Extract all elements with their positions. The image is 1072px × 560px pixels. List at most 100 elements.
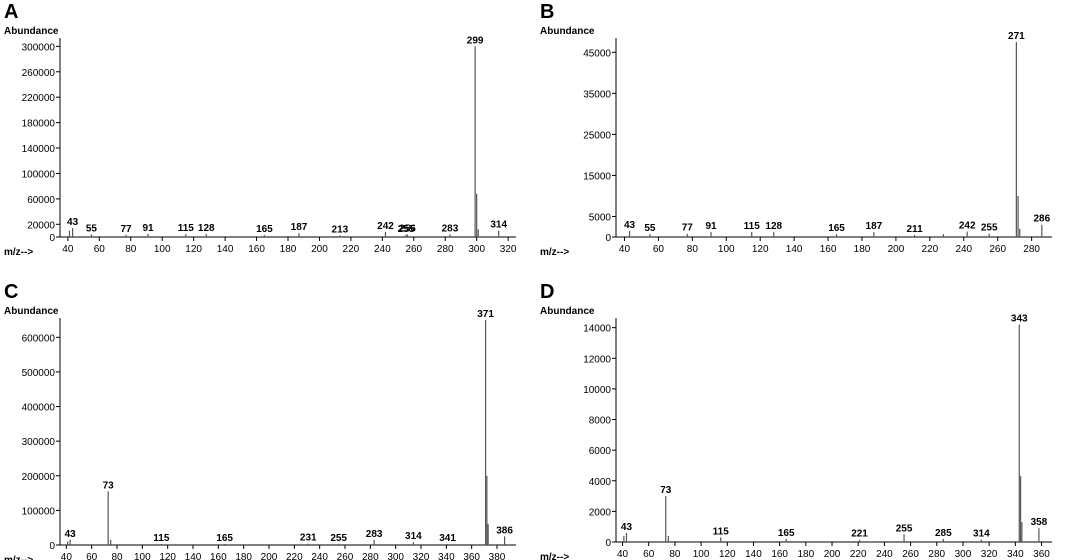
x-tick-label: 240 [876, 549, 893, 560]
x-tick-label: 260 [902, 549, 919, 560]
x-tick-label: 100 [693, 549, 710, 560]
peak-label: 55 [86, 223, 98, 234]
peak-label: 43 [65, 529, 77, 540]
y-tick-label: 600000 [22, 333, 56, 344]
peak-label: 314 [973, 529, 990, 540]
peak-label: 165 [216, 533, 233, 544]
peak-label: 128 [198, 223, 215, 234]
x-tick-label: 140 [745, 549, 762, 560]
y-tick-label: 0 [605, 538, 611, 549]
y-tick-label: 0 [605, 233, 611, 244]
spectrum-b: B Abundance m/z--> 0 5000 15000 25000 35000 4500… [540, 1, 1052, 258]
peak-label: 165 [256, 224, 273, 235]
peak-label: 358 [1031, 517, 1048, 528]
x-tick-label: 300 [387, 552, 404, 560]
peak-label: 286 [1033, 214, 1050, 225]
y-tick-label: 45000 [583, 48, 611, 59]
peak-label: 299 [467, 35, 484, 46]
y-tick-label: 0 [49, 233, 55, 244]
x-tick-label: 380 [489, 552, 506, 560]
x-tick-label: 240 [374, 244, 391, 255]
x-tick-label: 160 [820, 244, 837, 255]
x-tick-label: 60 [653, 244, 665, 255]
x-tick-label: 140 [786, 244, 803, 255]
peak-label: 91 [705, 221, 717, 232]
x-tick-label: 340 [1007, 549, 1024, 560]
y-tick-label: 10000 [583, 385, 611, 396]
peak-label: 221 [851, 529, 868, 540]
x-axis-label: m/z--> [4, 247, 33, 258]
x-tick-label: 60 [643, 549, 655, 560]
panel-b: B Abundance m/z--> 0 5000 15000 25000 35000 4500… [536, 0, 1072, 280]
y-tick-label: 220000 [22, 93, 56, 104]
x-tick-label: 180 [854, 244, 871, 255]
panel-label: C [4, 281, 18, 303]
y-tick-label: 300000 [22, 42, 56, 53]
y-tick-label: 15000 [583, 171, 611, 182]
peak-label: 255 [398, 224, 415, 235]
x-tick-label: 280 [362, 552, 379, 560]
peak-label: 213 [332, 224, 349, 235]
x-tick-label: 80 [687, 244, 699, 255]
peak-label: 187 [291, 222, 308, 233]
peak-label: 73 [660, 485, 672, 496]
x-tick-label: 140 [217, 244, 234, 255]
panel-a: A Abundance m/z--> 0 20000 60000 100000 140000 1… [0, 0, 536, 280]
peak-label: 314 [490, 220, 507, 231]
peak-label: 285 [935, 528, 952, 539]
x-tick-label: 120 [159, 552, 176, 560]
x-tick-label: 260 [337, 552, 354, 560]
x-tick-label: 200 [888, 244, 905, 255]
panel-d: D Abundance m/z--> 0 2000 4000 6000 8000 10000 12… [536, 280, 1072, 560]
peak-label: 283 [442, 223, 459, 234]
peak-label: 187 [866, 221, 883, 232]
x-tick-label: 100 [134, 552, 151, 560]
peak-label: 165 [828, 223, 845, 234]
x-tick-label: 180 [280, 244, 297, 255]
y-tick-label: 5000 [589, 212, 612, 223]
y-tick-label: 60000 [27, 195, 55, 206]
y-axis-label: Abundance [540, 306, 595, 317]
peak-label: 283 [366, 529, 383, 540]
x-tick-label: 60 [94, 244, 106, 255]
x-tick-label: 140 [185, 552, 202, 560]
x-tick-label: 200 [311, 244, 328, 255]
x-tick-label: 280 [1023, 244, 1040, 255]
x-tick-label: 120 [752, 244, 769, 255]
y-tick-label: 14000 [583, 324, 611, 335]
y-tick-label: 8000 [589, 416, 612, 427]
panel-label: A [4, 1, 18, 23]
peak-label: 77 [120, 224, 132, 235]
x-tick-label: 260 [989, 244, 1006, 255]
spectrum-d: D Abundance m/z--> 0 2000 4000 6000 8000 10000 12… [540, 281, 1052, 560]
peak-label: 314 [405, 531, 422, 542]
x-tick-label: 320 [500, 244, 517, 255]
peak-label: 115 [178, 223, 195, 234]
y-tick-label: 20000 [27, 220, 55, 231]
peak-label: 255 [896, 523, 913, 534]
x-tick-label: 80 [125, 244, 137, 255]
x-axis-label: m/z--> [540, 247, 569, 258]
x-tick-label: 260 [405, 244, 422, 255]
peak-label: 115 [744, 221, 761, 232]
x-tick-label: 280 [437, 244, 454, 255]
x-tick-label: 220 [343, 244, 360, 255]
x-tick-label: 160 [210, 552, 227, 560]
x-tick-label: 100 [154, 244, 171, 255]
x-tick-label: 120 [719, 549, 736, 560]
panel-label: B [540, 1, 554, 23]
y-tick-label: 12000 [583, 354, 611, 365]
x-tick-label: 180 [798, 549, 815, 560]
y-tick-label: 2000 [589, 507, 612, 518]
peak-label: 91 [142, 223, 154, 234]
x-tick-label: 320 [981, 549, 998, 560]
peak-label: 341 [439, 533, 456, 544]
y-tick-label: 25000 [583, 130, 611, 141]
y-tick-label: 35000 [583, 89, 611, 100]
x-tick-label: 100 [718, 244, 735, 255]
peak-label: 128 [765, 221, 782, 232]
y-tick-label: 180000 [22, 119, 56, 130]
x-tick-label: 160 [248, 244, 265, 255]
x-tick-label: 40 [619, 244, 631, 255]
peak-label: 242 [377, 221, 394, 232]
